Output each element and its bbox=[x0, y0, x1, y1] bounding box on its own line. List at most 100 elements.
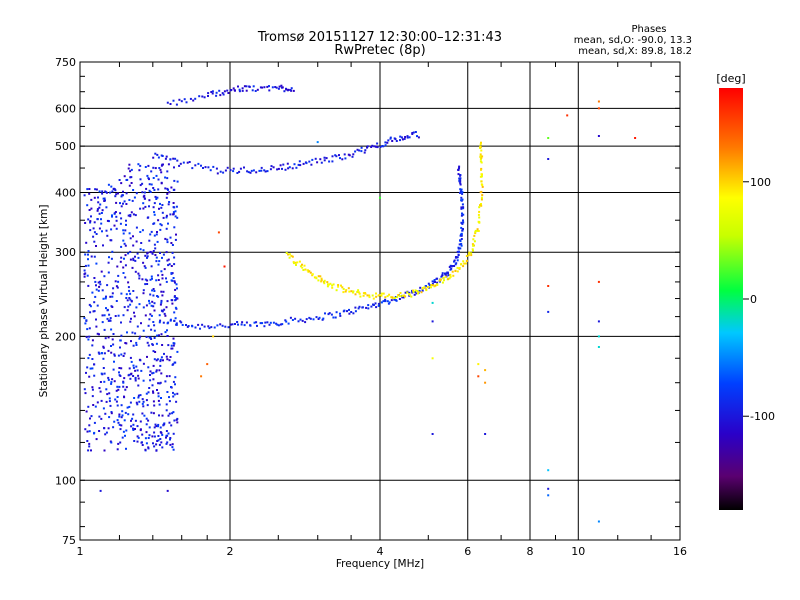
spread-point bbox=[136, 252, 139, 255]
trace-point bbox=[411, 133, 414, 135]
spread-point bbox=[171, 299, 174, 302]
trace-point bbox=[350, 290, 353, 293]
trace-point bbox=[388, 301, 391, 304]
y-tick-label: 75 bbox=[62, 534, 76, 547]
trace-point bbox=[412, 131, 415, 134]
spread-point bbox=[123, 306, 126, 309]
spread-point bbox=[121, 194, 124, 197]
trace-point bbox=[222, 93, 225, 96]
spread-point bbox=[84, 322, 87, 325]
spread-point bbox=[127, 281, 130, 284]
spread-point bbox=[165, 403, 168, 406]
spread-point bbox=[141, 402, 144, 405]
spread-point bbox=[83, 194, 86, 197]
spread-point bbox=[160, 309, 163, 312]
trace-point bbox=[255, 171, 258, 174]
spread-point bbox=[155, 359, 158, 362]
spread-point bbox=[124, 411, 127, 414]
spread-point bbox=[169, 213, 172, 216]
spread-point bbox=[126, 309, 129, 312]
spread-point bbox=[172, 202, 175, 204]
trace-point bbox=[356, 290, 359, 293]
spread-point bbox=[159, 438, 162, 440]
trace-point bbox=[431, 284, 434, 287]
spread-point bbox=[105, 431, 108, 434]
spread-point bbox=[122, 385, 125, 388]
spread-point bbox=[172, 391, 174, 394]
trace-point bbox=[200, 164, 202, 167]
trace-point bbox=[357, 289, 360, 292]
spread-point bbox=[171, 446, 174, 449]
trace-point bbox=[460, 226, 463, 229]
trace-point bbox=[457, 254, 460, 256]
trace-point bbox=[440, 275, 443, 278]
spread-point bbox=[135, 192, 138, 195]
trace-point bbox=[339, 157, 341, 160]
trace-point bbox=[179, 162, 182, 165]
trace-point bbox=[271, 86, 274, 89]
spread-point bbox=[150, 411, 153, 414]
spread-point bbox=[119, 346, 121, 349]
trace-point bbox=[188, 161, 191, 163]
trace-point bbox=[458, 267, 461, 269]
trace-point bbox=[337, 284, 340, 286]
isolated-point bbox=[212, 335, 215, 338]
trace-point bbox=[361, 306, 364, 309]
spread-point bbox=[111, 214, 113, 217]
trace-point bbox=[308, 316, 311, 319]
trace-point bbox=[324, 312, 326, 315]
trace-point bbox=[211, 90, 214, 93]
spread-point bbox=[123, 377, 126, 380]
spread-point bbox=[150, 275, 153, 278]
spread-point bbox=[128, 163, 131, 166]
trace-point bbox=[443, 279, 445, 282]
spread-point bbox=[116, 448, 119, 451]
trace-point bbox=[316, 161, 319, 164]
spread-point bbox=[166, 259, 169, 262]
spread-point bbox=[86, 188, 89, 191]
trace-point bbox=[185, 101, 188, 104]
spread-point bbox=[135, 306, 138, 309]
spread-point bbox=[155, 370, 158, 373]
trace-point bbox=[400, 136, 403, 139]
spread-point bbox=[103, 380, 106, 383]
trace-point bbox=[376, 142, 379, 145]
trace-point bbox=[290, 254, 293, 257]
grid-lines bbox=[80, 62, 680, 540]
isolated-point bbox=[223, 265, 226, 268]
spread-point bbox=[104, 297, 107, 300]
spread-point bbox=[102, 346, 105, 349]
spread-point bbox=[160, 290, 163, 293]
stats-x-line: mean, sd,X: 89.8, 18.2 bbox=[578, 46, 692, 57]
spread-point bbox=[110, 412, 113, 415]
trace-point bbox=[197, 323, 200, 326]
trace-point bbox=[458, 167, 460, 170]
spread-point bbox=[113, 420, 116, 423]
spread-point bbox=[153, 431, 156, 434]
trace-point bbox=[275, 322, 278, 325]
spread-point bbox=[172, 206, 175, 209]
trace-point bbox=[270, 165, 273, 168]
spread-point bbox=[155, 174, 158, 177]
spread-point bbox=[93, 277, 96, 279]
spread-point bbox=[171, 443, 174, 446]
spread-point bbox=[129, 292, 132, 295]
spread-point bbox=[93, 221, 96, 224]
trace-point bbox=[319, 275, 322, 278]
spread-point bbox=[108, 392, 111, 395]
spread-point bbox=[167, 344, 170, 347]
trace-point bbox=[408, 291, 411, 294]
spread-point bbox=[170, 424, 173, 427]
spread-point bbox=[106, 219, 109, 222]
spread-point bbox=[145, 304, 148, 307]
trace-point bbox=[393, 297, 396, 299]
spread-point bbox=[96, 218, 99, 221]
trace-point bbox=[334, 154, 337, 157]
spread-point bbox=[122, 232, 125, 235]
trace-point bbox=[290, 87, 293, 90]
trace-point bbox=[472, 244, 475, 247]
trace-point bbox=[234, 323, 236, 325]
spread-point bbox=[104, 412, 107, 415]
spread-point bbox=[162, 321, 165, 324]
spread-point bbox=[96, 304, 99, 307]
